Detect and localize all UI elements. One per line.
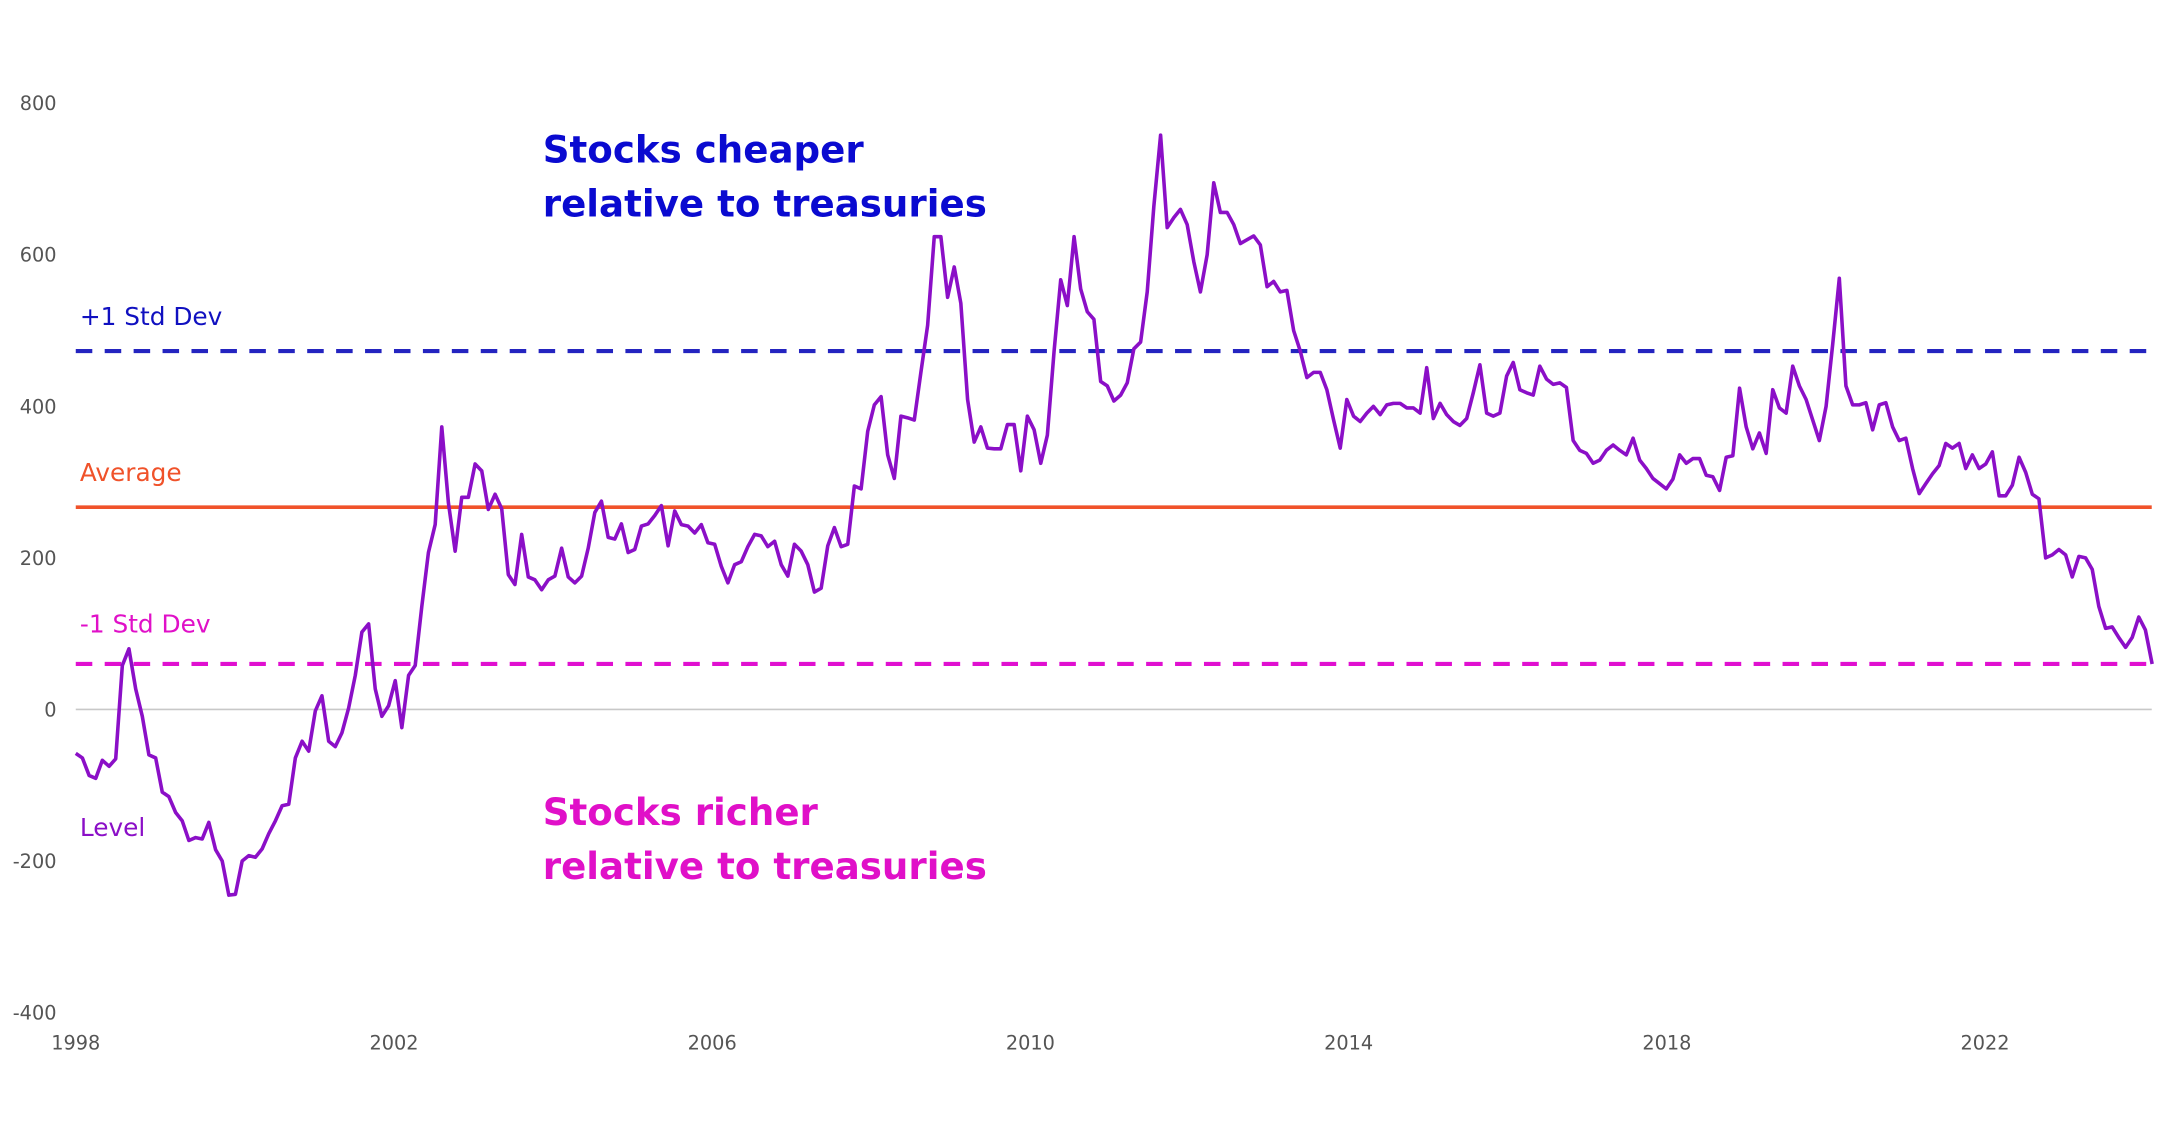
x-tick-label: 2018 [1642,1032,1691,1055]
y-tick-label: -400 [13,1001,57,1024]
y-tick-label: -200 [13,850,57,873]
label-plus-1-std-dev: +1 Std Dev [80,302,222,331]
y-axis-ticks: 800 600 400 200 0 -200 -400 [13,92,57,1024]
label-minus-1-std-dev: -1 Std Dev [80,609,211,638]
label-average: Average [80,458,182,487]
y-tick-label: 600 [20,244,57,267]
y-tick-label: 800 [20,92,57,115]
x-axis-ticks: 1998 2002 2006 2010 2014 2018 2022 [51,1032,2009,1055]
level-series-line [74,133,2154,897]
x-tick-label: 2010 [1006,1032,1055,1055]
x-tick-label: 2014 [1324,1032,1373,1055]
x-tick-label: 1998 [51,1032,100,1055]
annotation-richer-line2: relative to treasuries [543,844,987,888]
y-tick-label: 200 [20,547,57,570]
annotation-cheaper-line2: relative to treasuries [543,181,987,225]
x-tick-label: 2022 [1961,1032,2010,1055]
y-tick-label: 400 [20,395,57,418]
label-level: Level [80,813,145,842]
annotation-cheaper-line1: Stocks cheaper [543,128,865,172]
reference-lines [75,349,2152,667]
x-tick-label: 2002 [369,1032,418,1055]
x-tick-label: 2006 [688,1032,737,1055]
annotation-richer-line1: Stocks richer [543,790,819,834]
y-tick-label: 0 [44,698,56,721]
